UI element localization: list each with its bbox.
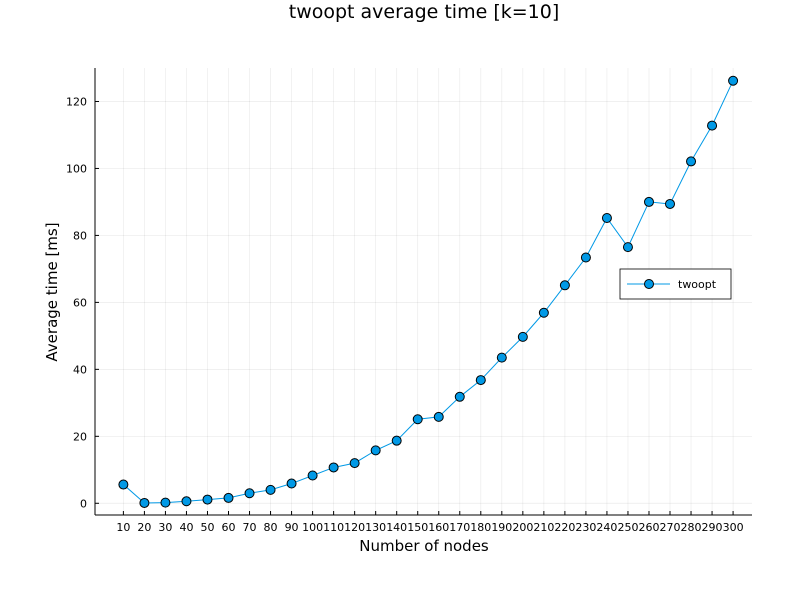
x-tick-label: 80 [264, 521, 278, 534]
data-point [244, 488, 255, 499]
x-tick-label: 50 [200, 521, 214, 534]
data-point [475, 375, 486, 386]
data-point [538, 307, 549, 318]
x-tick-label: 60 [222, 521, 236, 534]
data-point [433, 411, 444, 422]
data-point [370, 445, 381, 456]
x-tick-label: 280 [681, 521, 702, 534]
data-point [559, 280, 570, 291]
x-axis-label: Number of nodes [359, 537, 489, 555]
x-tick-label: 240 [596, 521, 617, 534]
data-point [202, 494, 213, 505]
data-point [391, 435, 402, 446]
x-tick-label: 120 [344, 521, 365, 534]
data-point [349, 458, 360, 469]
y-tick-label: 60 [73, 296, 87, 309]
legend-label: twoopt [678, 278, 717, 291]
y-ticks: 0 20 40 60 80 100 120 [66, 95, 99, 510]
x-tick-label: 40 [179, 521, 193, 534]
data-point [728, 75, 739, 86]
x-tick-label: 210 [533, 521, 554, 534]
x-tick-label: 160 [428, 521, 449, 534]
data-point [454, 391, 465, 402]
x-tick-label: 200 [512, 521, 533, 534]
data-point [118, 479, 129, 490]
chart-title: twoopt average time [k=10] [289, 1, 560, 23]
y-tick-label: 0 [80, 497, 87, 510]
y-tick-label: 80 [73, 229, 87, 242]
x-tick-label: 10 [116, 521, 130, 534]
x-tick-label: 70 [243, 521, 257, 534]
data-point [496, 352, 507, 363]
x-tick-label: 270 [660, 521, 681, 534]
y-tick-label: 120 [66, 95, 87, 108]
y-axis-label: Average time [ms] [43, 222, 61, 361]
legend-marker [644, 279, 654, 289]
x-tick-label: 250 [617, 521, 638, 534]
data-point [181, 496, 192, 507]
x-tick-label: 30 [158, 521, 172, 534]
series-layer [118, 75, 739, 508]
data-point [643, 196, 654, 207]
x-tick-label: 90 [285, 521, 299, 534]
x-tick-label: 140 [386, 521, 407, 534]
x-tick-label: 290 [702, 521, 723, 534]
x-tick-label: 100 [302, 521, 323, 534]
x-ticks: 10 20 30 40 50 60 70 80 90 100 110 120 130 140 150 160 1… [116, 511, 744, 534]
data-point [601, 213, 612, 224]
x-tick-label: 230 [575, 521, 596, 534]
data-point [160, 497, 171, 508]
data-point [223, 492, 234, 503]
x-tick-label: 20 [137, 521, 151, 534]
x-tick-label: 180 [470, 521, 491, 534]
x-tick-label: 130 [365, 521, 386, 534]
x-tick-label: 170 [449, 521, 470, 534]
data-point [286, 478, 297, 489]
legend: twoopt [619, 268, 732, 300]
data-point [265, 484, 276, 495]
legend-box [619, 268, 732, 300]
data-point [580, 252, 591, 263]
data-point [139, 497, 150, 508]
data-point [707, 120, 718, 131]
data-point [517, 331, 528, 342]
y-tick-label: 100 [66, 162, 87, 175]
data-point [622, 242, 633, 253]
x-tick-label: 300 [723, 521, 744, 534]
data-point [686, 156, 697, 167]
x-tick-label: 220 [554, 521, 575, 534]
x-tick-label: 260 [638, 521, 659, 534]
x-tick-label: 190 [491, 521, 512, 534]
x-tick-label: 110 [323, 521, 344, 534]
y-tick-label: 40 [73, 363, 87, 376]
data-point [412, 414, 423, 425]
data-point [665, 198, 676, 209]
data-point [328, 462, 339, 473]
y-tick-label: 20 [73, 430, 87, 443]
x-tick-label: 150 [407, 521, 428, 534]
data-point [307, 470, 318, 481]
